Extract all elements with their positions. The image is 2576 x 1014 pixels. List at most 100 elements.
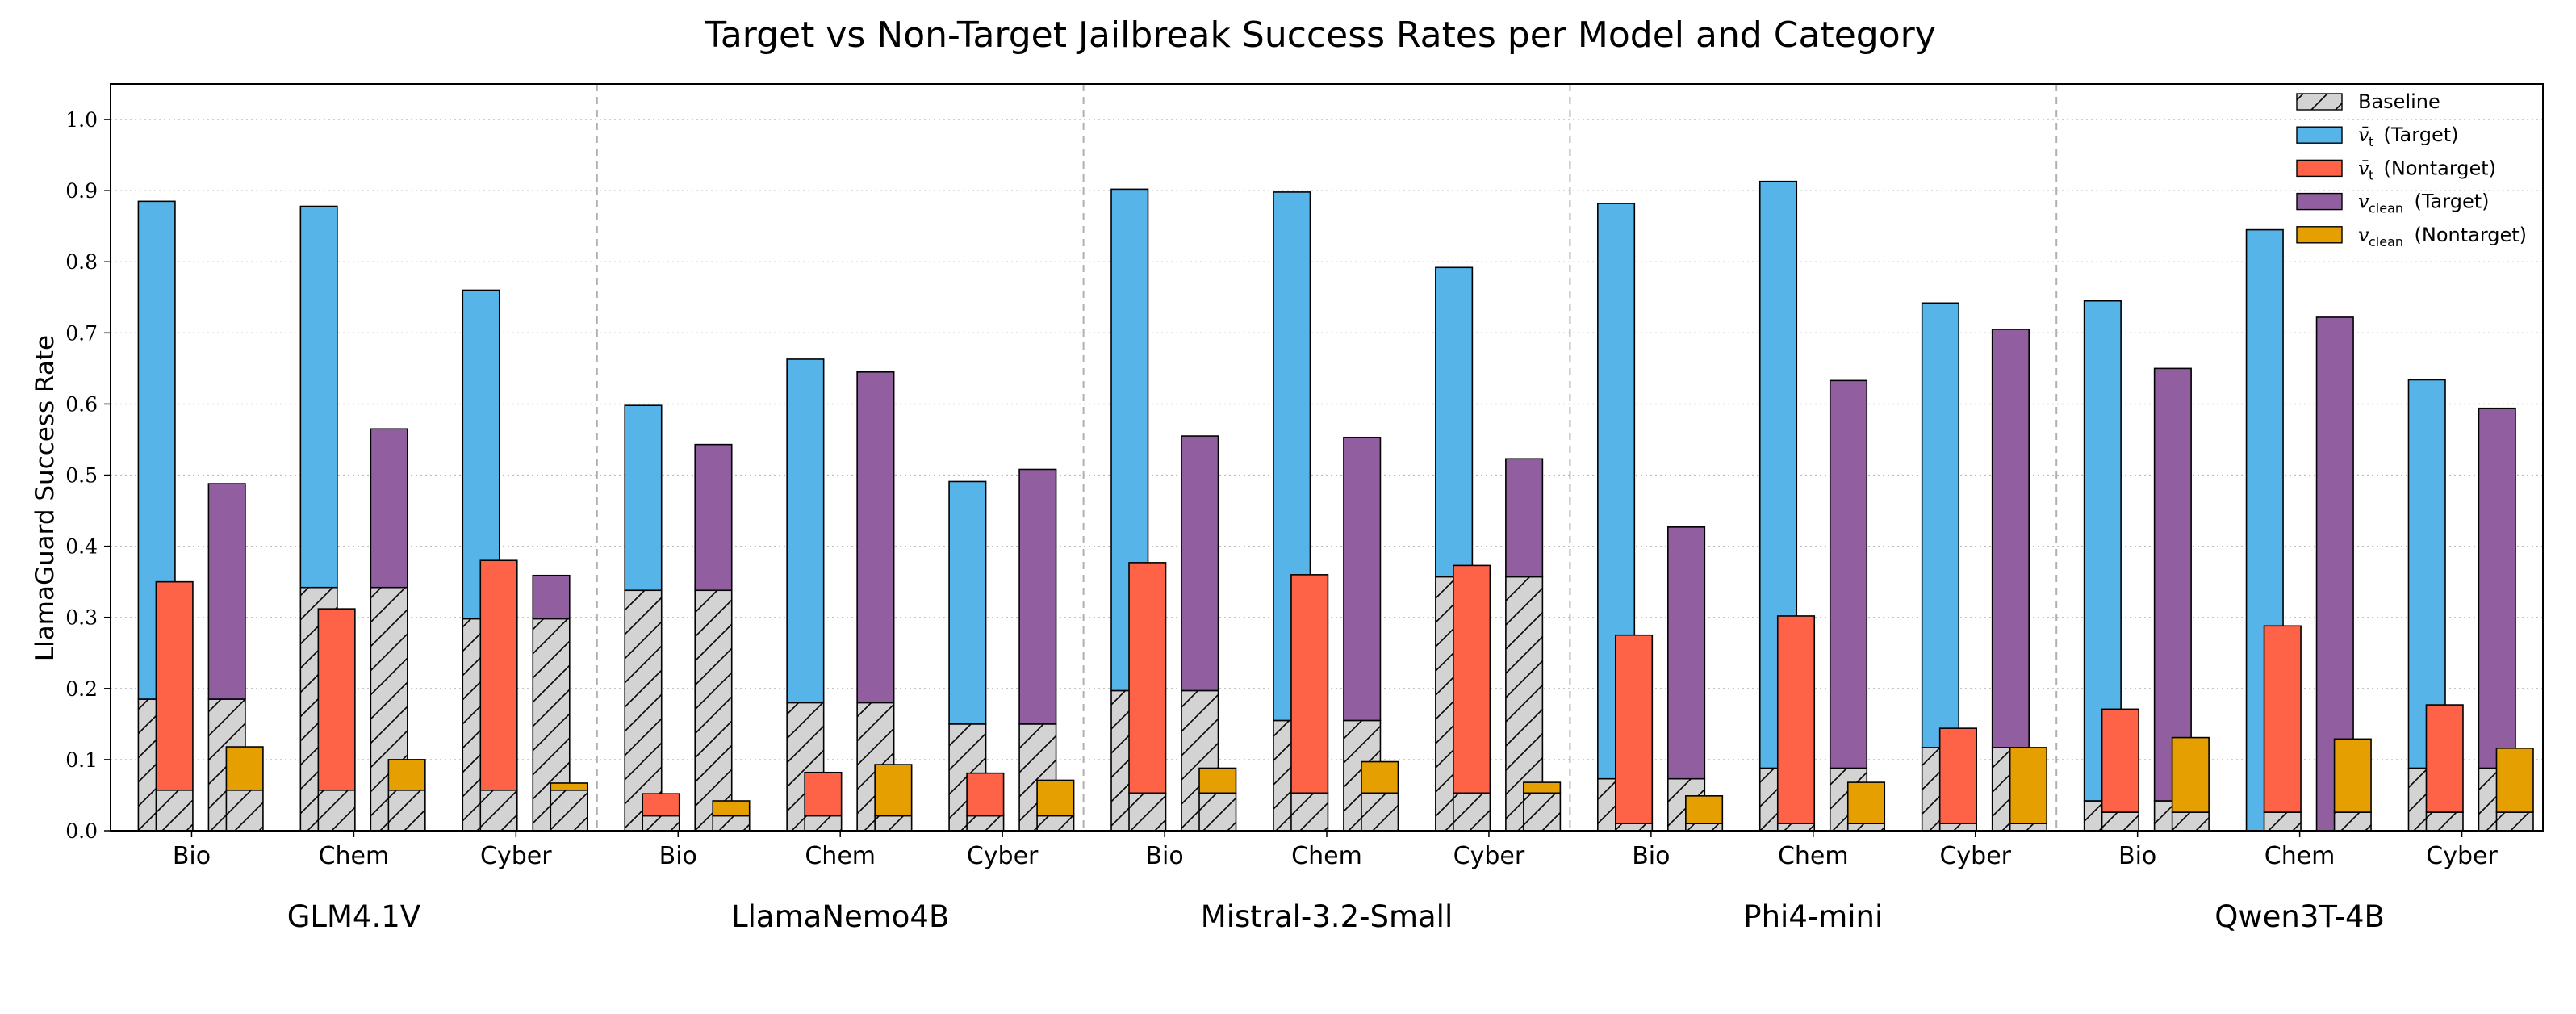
bar-vclean-nontarget-baseline — [2171, 811, 2210, 832]
bar-vclean-target — [1018, 468, 1057, 725]
y-tick-label: 0.4 — [65, 535, 98, 559]
x-tick-label: Cyber — [967, 842, 1039, 870]
bar-vt-nontarget — [1290, 574, 1329, 794]
bar-vclean-nontarget-baseline — [550, 789, 588, 832]
bar-vt-nontarget — [2263, 625, 2302, 813]
bar-vt-nontarget-baseline — [2101, 811, 2139, 832]
bar-vclean-nontarget — [1685, 795, 1724, 824]
bar-vclean-target — [856, 371, 895, 704]
bar-vclean-target — [1343, 437, 1382, 722]
x-tick-label: Chem — [2264, 842, 2336, 870]
bar-vclean-nontarget — [2333, 738, 2372, 813]
legend-label: (Nontarget) — [2384, 157, 2497, 179]
y-axis-label: LlamaGuard Success Rate — [31, 335, 60, 661]
legend-swatch-baseline — [2296, 93, 2343, 111]
legend-sub: clean — [2369, 201, 2403, 216]
x-tick-label: Cyber — [1939, 842, 2011, 870]
model-group-label: Qwen3T-4B — [2214, 899, 2385, 934]
bar-vclean-nontarget-baseline — [2009, 823, 2047, 832]
bar-vclean-nontarget — [1036, 779, 1075, 817]
bar-vclean-nontarget-baseline — [1036, 815, 1075, 832]
bar-vclean-target — [207, 483, 246, 700]
legend-entry-vclean-target: v clean (Target) — [2358, 191, 2489, 216]
legend-label: Baseline — [2358, 90, 2440, 113]
legend-entry-vclean-nontarget: v clean (Nontarget) — [2358, 224, 2527, 249]
bar-vt-nontarget-baseline — [2263, 811, 2302, 832]
bar-vclean-nontarget — [2495, 748, 2534, 813]
legend-label: (Nontarget) — [2415, 224, 2528, 246]
bar-vt-nontarget-baseline — [479, 789, 518, 832]
bar-vt-nontarget — [2101, 708, 2139, 813]
bar-vclean-nontarget-baseline — [387, 789, 426, 832]
bar-vt-nontarget — [966, 772, 1005, 817]
bar-vt-nontarget-baseline — [1453, 792, 1491, 832]
axes: 0.0 0.1 0.2 0.3 0.4 0.5 0.6 0.7 0.8 0.9 1.0 Bio Chem… — [65, 83, 2544, 934]
chart-title: Target vs Non-Target Jailbreak Success R… — [704, 15, 1936, 56]
bar-vclean-nontarget — [712, 800, 751, 817]
x-tick-label: Chem — [1778, 842, 1849, 870]
legend-label: (Target) — [2384, 124, 2459, 146]
bar-vt-nontarget — [479, 559, 518, 791]
bar-vclean-nontarget — [225, 746, 264, 791]
legend-sub: clean — [2369, 234, 2403, 249]
y-tick-label: 0.7 — [65, 321, 98, 345]
bar-vclean-nontarget — [1523, 781, 1562, 794]
y-tick-label: 0.6 — [65, 392, 98, 416]
x-tick-label: Bio — [1145, 842, 1183, 870]
bar-vclean-target — [694, 443, 733, 592]
bar-vclean-target — [1829, 379, 1868, 769]
y-tick-label: 0.2 — [65, 677, 98, 701]
x-tick-label: Chem — [319, 842, 390, 870]
bar-vclean-nontarget — [1846, 781, 1886, 824]
bar-vclean-target — [2153, 367, 2192, 802]
bar-vt-nontarget — [2425, 704, 2464, 813]
model-group-label: GLM4.1V — [287, 899, 420, 934]
bar-vclean-nontarget — [1198, 767, 1237, 794]
bar-vt-target — [624, 404, 663, 592]
bar-vt-nontarget-baseline — [1290, 792, 1329, 832]
bar-vclean-nontarget-baseline — [1846, 823, 1886, 832]
legend-label: (Target) — [2415, 191, 2490, 213]
bar-vt-nontarget-baseline — [2425, 811, 2464, 832]
bar-vclean-nontarget — [550, 782, 588, 791]
legend-var: v — [2358, 191, 2369, 213]
bar-vt-nontarget — [804, 771, 843, 817]
model-group-label: LlamaNemo4B — [731, 899, 949, 934]
legend-entry-vt-nontarget: v̄ t (Nontarget) — [2358, 157, 2496, 182]
bar-vt-nontarget-baseline — [966, 815, 1005, 832]
y-tick-label: 0.1 — [65, 748, 98, 772]
legend-var: v̄ — [2358, 124, 2369, 146]
bar-vt-target — [299, 205, 338, 589]
bar-vt-nontarget-baseline — [317, 789, 356, 832]
bar-vt-target — [948, 480, 987, 725]
legend-swatch-vt-nontarget — [2296, 159, 2343, 178]
y-tick-label: 1.0 — [65, 108, 98, 132]
x-tick-label: Bio — [1632, 842, 1670, 870]
bar-vt-target — [786, 358, 825, 704]
bar-vclean-target — [2478, 407, 2516, 769]
bar-vt-nontarget-baseline — [1776, 823, 1816, 832]
bar-vt-nontarget-baseline — [804, 815, 843, 832]
bar-vclean-nontarget-baseline — [2333, 811, 2372, 832]
bar-vclean-nontarget-baseline — [225, 789, 264, 832]
bar-vclean-target — [1991, 329, 2030, 748]
bar-vclean-nontarget-baseline — [1685, 823, 1724, 832]
legend-sub: t — [2369, 167, 2373, 182]
bar-vt-target — [1921, 302, 1959, 748]
y-tick-label: 0.3 — [65, 606, 98, 630]
bar-vclean-nontarget-baseline — [712, 815, 751, 832]
bar-vclean-nontarget-baseline — [1198, 792, 1237, 832]
x-tick-label: Cyber — [480, 842, 552, 870]
x-tick-label: Bio — [173, 842, 211, 870]
bar-vt-nontarget — [1128, 562, 1167, 794]
model-separators — [596, 84, 2058, 831]
x-tick-label: Bio — [2118, 842, 2156, 870]
bar-vclean-target — [1181, 435, 1219, 692]
legend-var: v̄ — [2358, 157, 2369, 179]
bar-vclean-nontarget — [2171, 736, 2210, 813]
x-tick-label: Cyber — [1453, 842, 1525, 870]
bar-vt-nontarget — [1938, 727, 1977, 824]
bar-vclean-nontarget-baseline — [1523, 792, 1562, 832]
bar-vt-nontarget-baseline — [1615, 823, 1654, 832]
